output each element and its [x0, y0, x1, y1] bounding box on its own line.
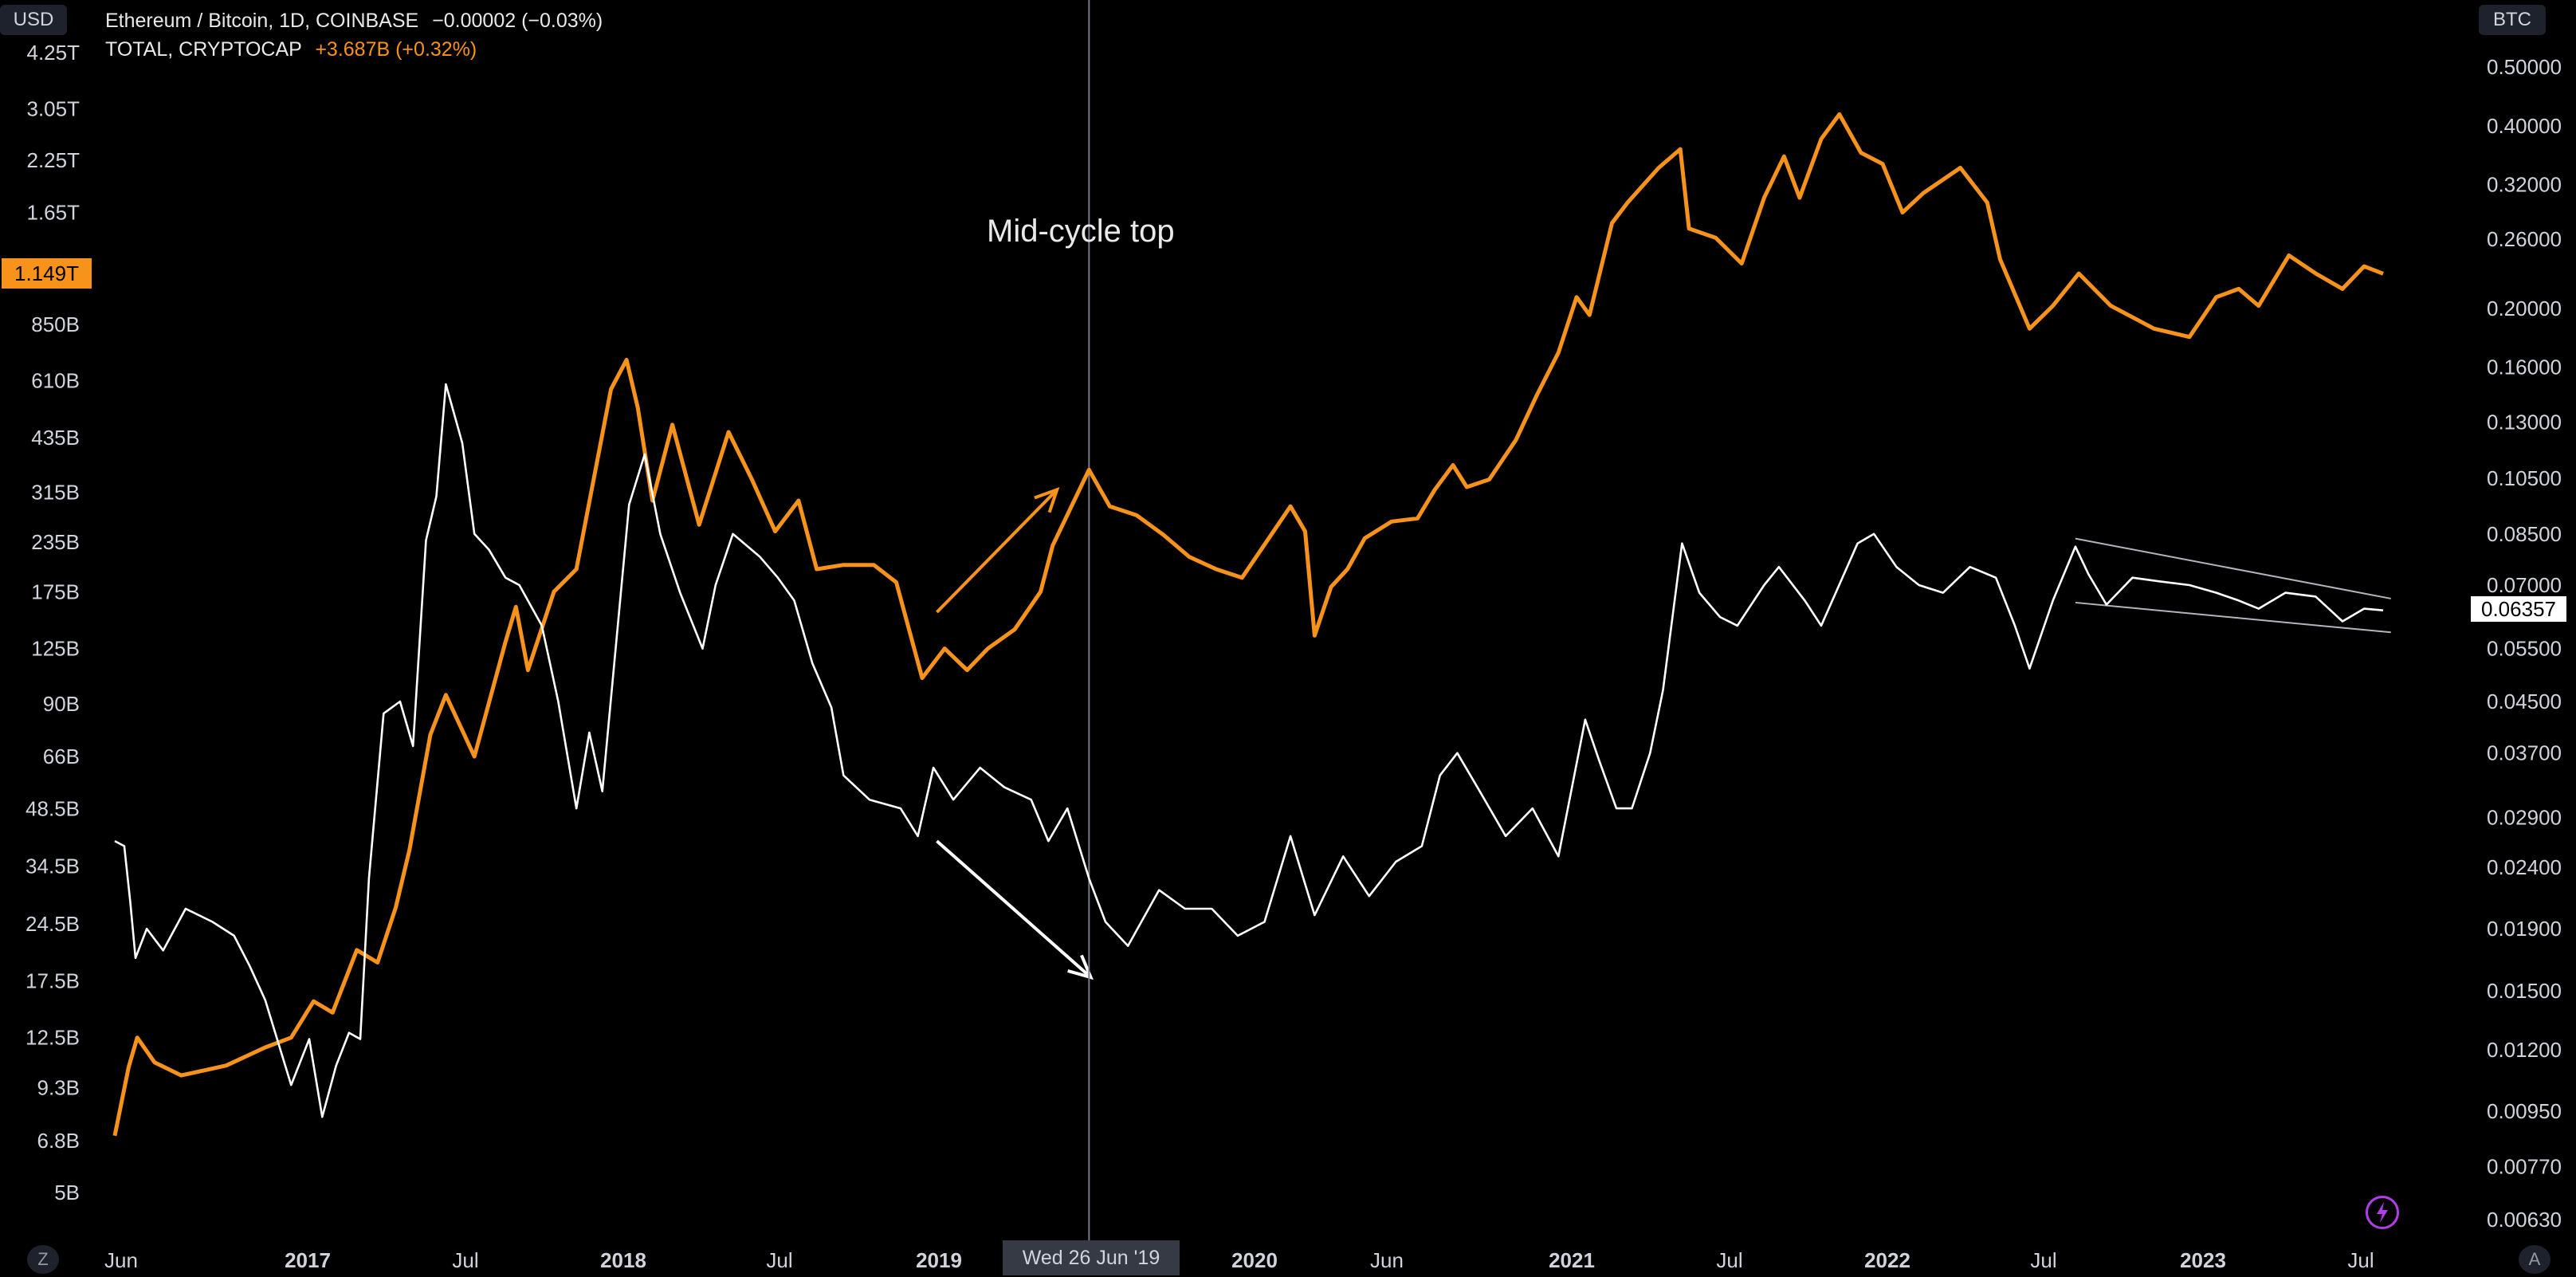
- right-axis-tick: 0.01900: [2487, 917, 2562, 941]
- left-currency-label[interactable]: USD: [0, 5, 67, 35]
- crosshair-date-label: Wed 26 Jun '19: [1003, 1240, 1180, 1275]
- left-axis-tick: 34.5B: [26, 855, 80, 878]
- right-axis-tick: 0.04500: [2487, 690, 2562, 713]
- left-axis-tick: 12.5B: [26, 1026, 80, 1050]
- right-current-price-label: 0.06357: [2471, 596, 2566, 622]
- left-axis-tick: 315B: [31, 481, 80, 505]
- time-axis-tick: Jul: [2347, 1248, 2374, 1272]
- left-axis-tick: 24.5B: [26, 912, 80, 936]
- right-axis-tick: 0.03700: [2487, 741, 2562, 765]
- wedge-trendline[interactable]: [2075, 537, 2391, 599]
- chart-drawings: [936, 0, 2391, 1240]
- left-axis-tick: 1.65T: [27, 201, 80, 225]
- time-axis-tick: 2023: [2180, 1248, 2226, 1272]
- time-axis-tick: 2022: [1864, 1248, 1910, 1272]
- time-axis-tick: Jul: [766, 1248, 792, 1272]
- wedge-trendline[interactable]: [2075, 601, 2391, 634]
- right-axis-tick: 0.26000: [2487, 227, 2562, 251]
- right-currency-label[interactable]: BTC: [2479, 5, 2546, 35]
- left-axis-tick: 9.3B: [37, 1075, 80, 1099]
- right-axis-tick: 0.02900: [2487, 805, 2562, 829]
- right-price-axis[interactable]: 0.50000 0.40000 0.32000 0.26000 0.20000 0.160…: [2487, 55, 2562, 1232]
- trend-arrow[interactable]: [936, 839, 1092, 979]
- total-cryptocap-line[interactable]: [112, 112, 2384, 1137]
- left-axis-tick: 66B: [43, 745, 80, 768]
- right-axis-tick: 0.40000: [2487, 114, 2562, 138]
- right-axis-tick: 0.02400: [2487, 855, 2562, 879]
- legend-row-total[interactable]: TOTAL, CRYPTOCAP +3.687B (+0.32%): [105, 35, 603, 64]
- left-axis-tick: 125B: [31, 637, 80, 661]
- time-axis-tick: 2018: [600, 1248, 646, 1272]
- right-axis-tick: 0.10500: [2487, 466, 2562, 490]
- trend-arrow[interactable]: [936, 488, 1058, 614]
- legend-change-ethbtc: −0.00002 (−0.03%): [432, 10, 603, 32]
- ethbtc-line[interactable]: [114, 383, 2384, 1118]
- left-axis-tick: 610B: [31, 369, 80, 393]
- left-axis-tick: 6.8B: [37, 1129, 80, 1153]
- time-axis-tick: Jul: [1716, 1248, 1742, 1272]
- right-axis-tick: 0.00770: [2487, 1155, 2562, 1179]
- time-axis-tick: Jul: [2030, 1248, 2056, 1272]
- arrow-head: [1067, 954, 1094, 980]
- arrow-head: [1034, 487, 1060, 513]
- legend-symbol-total: TOTAL, CRYPTOCAP: [105, 38, 302, 61]
- time-axis[interactable]: Jun 2017 Jul 2018 Jul 2019 2020 Jun 2021 Jul 2022 J…: [104, 1248, 2374, 1272]
- right-axis-tick: 0.50000: [2487, 55, 2562, 79]
- right-axis-tick: 0.08500: [2487, 522, 2562, 546]
- right-axis-tick: 0.05500: [2487, 637, 2562, 661]
- right-axis-tick: 0.00950: [2487, 1099, 2562, 1123]
- left-axis-tick: 2.25T: [27, 148, 80, 172]
- time-axis-tick: 2019: [916, 1248, 962, 1272]
- chart-legend: Ethereum / Bitcoin, 1D, COINBASE −0.0000…: [105, 6, 603, 64]
- mid-cycle-annotation[interactable]: Mid-cycle top: [987, 214, 1175, 249]
- time-axis-tick: Jul: [452, 1248, 478, 1272]
- left-axis-tick: 435B: [31, 426, 80, 450]
- zoom-reset-button[interactable]: Z: [27, 1245, 59, 1274]
- time-axis-tick: 2020: [1231, 1248, 1278, 1272]
- chart-series: [112, 112, 2384, 1137]
- right-axis-tick: 0.20000: [2487, 297, 2562, 320]
- left-price-axis[interactable]: 4.25T 3.05T 2.25T 1.65T 850B 610B 435B 315B 235B…: [26, 41, 80, 1204]
- left-axis-tick: 5B: [54, 1181, 80, 1204]
- left-axis-tick: 175B: [31, 580, 80, 603]
- time-axis-tick: Jun: [104, 1248, 138, 1272]
- time-axis-tick: 2021: [1549, 1248, 1595, 1272]
- lightning-icon[interactable]: [2366, 1196, 2399, 1229]
- legend-row-ethbtc[interactable]: Ethereum / Bitcoin, 1D, COINBASE −0.0000…: [105, 6, 603, 35]
- right-axis-tick: 0.00630: [2487, 1208, 2562, 1232]
- legend-symbol-ethbtc: Ethereum / Bitcoin, 1D, COINBASE: [105, 10, 419, 32]
- right-axis-tick: 0.01200: [2487, 1038, 2562, 1062]
- right-axis-tick: 0.13000: [2487, 410, 2562, 434]
- left-current-price-label: 1.149T: [2, 258, 92, 289]
- right-axis-tick: 0.01500: [2487, 979, 2562, 1003]
- right-axis-tick: 0.16000: [2487, 356, 2562, 379]
- right-axis-tick: 0.07000: [2487, 573, 2562, 597]
- left-axis-tick: 90B: [43, 692, 80, 716]
- legend-change-total: +3.687B (+0.32%): [315, 38, 477, 61]
- left-axis-tick: 235B: [31, 530, 80, 554]
- time-axis-tick: Jun: [1370, 1248, 1404, 1272]
- left-axis-tick: 17.5B: [26, 969, 80, 992]
- left-axis-tick: 48.5B: [26, 796, 80, 820]
- left-axis-tick: 4.25T: [27, 41, 80, 65]
- left-axis-tick: 3.05T: [27, 96, 80, 120]
- time-axis-tick: 2017: [285, 1248, 331, 1272]
- auto-scale-button[interactable]: A: [2519, 1245, 2550, 1274]
- right-axis-tick: 0.32000: [2487, 173, 2562, 197]
- left-axis-tick: 850B: [31, 312, 80, 336]
